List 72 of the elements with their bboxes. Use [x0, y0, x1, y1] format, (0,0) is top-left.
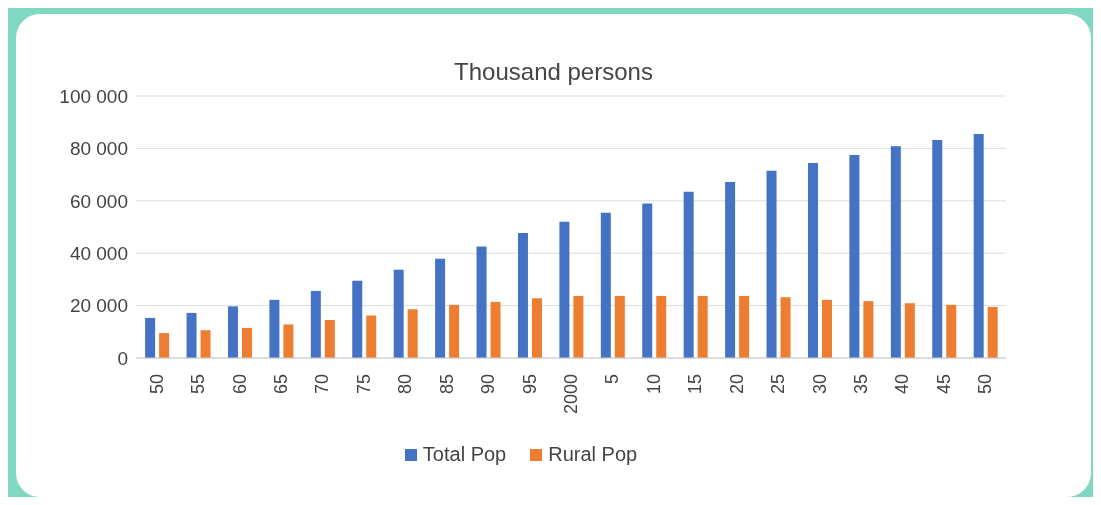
bar: [973, 133, 984, 358]
bar: [490, 301, 501, 358]
x-tick-label: 70: [312, 374, 333, 395]
chart-title: Thousand persons: [453, 58, 654, 86]
bar: [186, 312, 197, 358]
x-tick-label: 40: [892, 374, 913, 395]
bar: [780, 297, 791, 358]
bar: [366, 315, 377, 358]
bar: [614, 295, 625, 358]
bar: [531, 298, 542, 358]
bar: [904, 303, 915, 358]
bar: [407, 309, 418, 358]
bar: [849, 154, 860, 358]
bar: [683, 191, 694, 358]
bar: [932, 140, 943, 358]
bar: [807, 163, 818, 358]
x-tick-label: 55: [188, 374, 209, 395]
y-tick-label: 60 000: [69, 190, 128, 212]
x-tick-label: 5: [602, 374, 623, 385]
bar: [987, 306, 998, 358]
bar: [449, 304, 460, 358]
bar: [821, 299, 832, 358]
bar: [435, 258, 446, 358]
bar: [227, 306, 238, 358]
y-tick-label: 100 000: [59, 85, 128, 107]
x-tick-label: 45: [933, 374, 954, 395]
bar: [324, 320, 335, 358]
x-tick-label: 95: [519, 374, 540, 395]
bar: [352, 280, 363, 358]
bar: [766, 170, 777, 358]
bar: [517, 233, 528, 358]
bar: [200, 330, 211, 358]
bar: [656, 295, 667, 358]
bar: [310, 290, 321, 358]
y-tick-label: 0: [117, 347, 128, 369]
x-tick-label: 80: [395, 374, 416, 395]
y-tick-label: 40 000: [69, 242, 128, 264]
bar: [725, 181, 736, 358]
bar: [283, 324, 294, 358]
x-tick-label: 75: [353, 374, 374, 395]
y-tick-label: 80 000: [69, 138, 128, 160]
bar: [159, 333, 170, 358]
x-tick-label: 15: [685, 374, 706, 395]
bar: [600, 212, 611, 358]
x-tick-label: 30: [809, 374, 830, 395]
bar: [642, 203, 653, 358]
x-tick-label: 2000: [561, 374, 581, 415]
x-tick-label: 60: [229, 374, 250, 395]
x-tick-label: 50: [146, 374, 167, 395]
legend-label: Total Pop: [421, 443, 507, 466]
bar: [145, 317, 156, 358]
x-tick-label: 50: [975, 374, 996, 395]
x-tick-label: 90: [478, 374, 499, 395]
x-tick-label: 85: [436, 374, 457, 395]
bar: [890, 146, 901, 358]
bar: [241, 327, 252, 358]
bar: [559, 221, 570, 358]
bar: [739, 295, 750, 358]
bar: [946, 304, 957, 358]
bar: [863, 301, 874, 358]
bar: [476, 246, 487, 358]
bar: [269, 299, 280, 358]
bar: [393, 269, 404, 358]
bar: [697, 295, 708, 358]
x-tick-label: 10: [643, 374, 664, 395]
y-tick-label: 20 000: [69, 295, 128, 317]
x-tick-label: 65: [271, 374, 291, 395]
x-tick-label: 20: [726, 374, 747, 395]
legend-label: Rural Pop: [547, 443, 638, 466]
x-tick-label: 35: [851, 374, 871, 395]
x-tick-label: 25: [768, 374, 789, 395]
bar: [573, 295, 584, 358]
